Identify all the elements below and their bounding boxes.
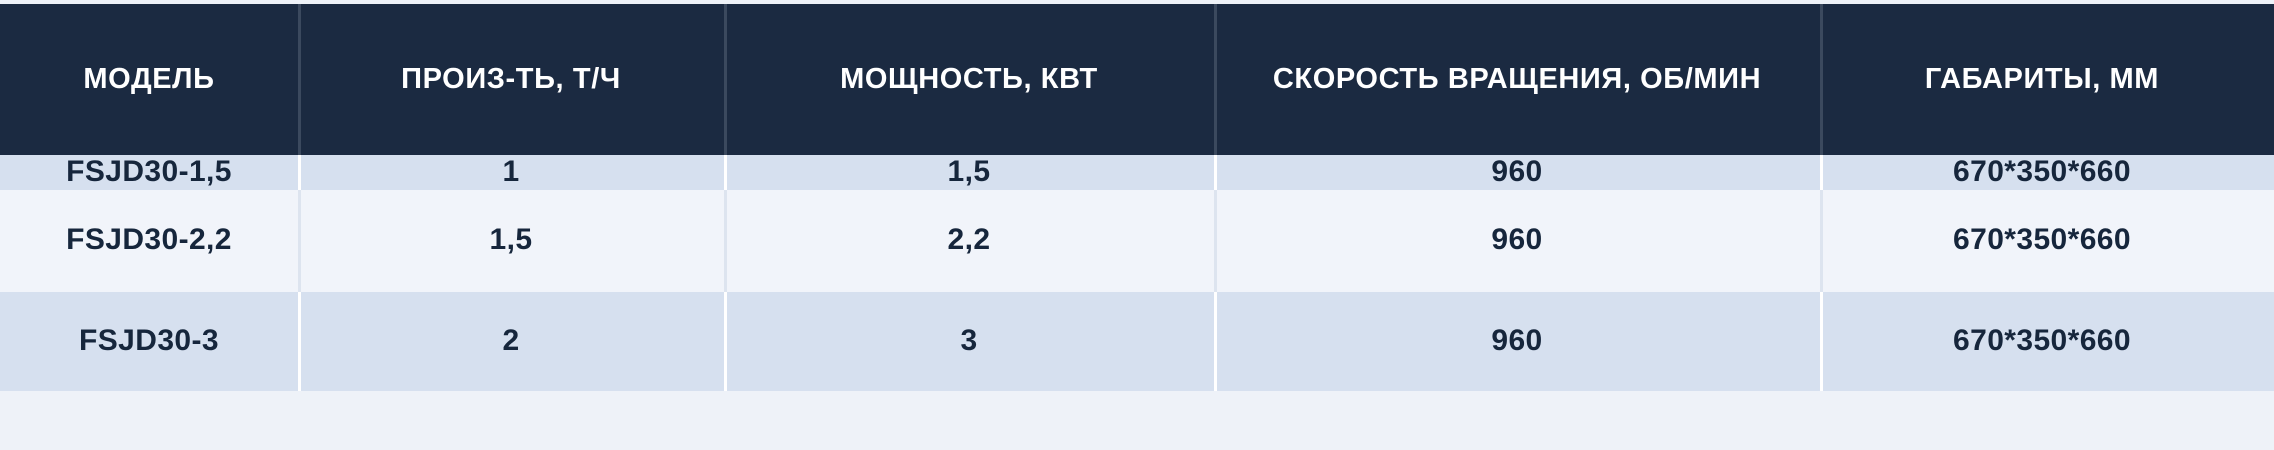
cell-size: 670*350*660 bbox=[1820, 189, 2264, 292]
cell-size-value: 670*350*660 bbox=[1953, 223, 2131, 257]
cell-speed: 960 bbox=[1214, 155, 1820, 190]
cell-model: FSJD30-3 bbox=[0, 292, 298, 391]
cell-capacity: 2 bbox=[298, 291, 724, 391]
cell-size: 670*350*660 bbox=[1820, 291, 2264, 391]
cell-model: FSJD30-1,5 bbox=[0, 155, 298, 190]
cell-speed-value: 960 bbox=[1491, 155, 1543, 188]
cell-model-value: FSJD30-3 bbox=[79, 323, 219, 357]
table-row: FSJD30-1,5 1 1,5 960 670*350*660 bbox=[0, 155, 2274, 190]
cell-speed: 960 bbox=[1214, 291, 1820, 391]
cell-model-value: FSJD30-1,5 bbox=[66, 155, 232, 188]
cell-power: 1,5 bbox=[724, 155, 1214, 190]
column-header-model: МОДЕЛЬ bbox=[0, 4, 298, 155]
cell-power-value: 1,5 bbox=[947, 155, 991, 188]
table-row: FSJD30-2,2 1,5 2,2 960 670*350*660 bbox=[0, 189, 2274, 292]
cell-speed: 960 bbox=[1214, 189, 1820, 292]
cell-size-value: 670*350*660 bbox=[1953, 155, 2131, 188]
column-header-capacity: ПРОИЗ-ТЬ, Т/Ч bbox=[298, 4, 724, 155]
cell-power-value: 2,2 bbox=[947, 223, 991, 257]
table-row: FSJD30-3 2 3 960 670*350*660 bbox=[0, 291, 2274, 391]
cell-speed-value: 960 bbox=[1491, 223, 1543, 257]
cell-capacity-value: 1 bbox=[502, 155, 520, 188]
cell-capacity: 1,5 bbox=[298, 189, 724, 292]
column-header-model-label: МОДЕЛЬ bbox=[83, 62, 215, 95]
cell-capacity-value: 1,5 bbox=[489, 223, 533, 257]
cell-capacity: 1 bbox=[298, 155, 724, 190]
cell-capacity-value: 2 bbox=[502, 323, 520, 357]
cell-power: 3 bbox=[724, 291, 1214, 391]
cell-speed-value: 960 bbox=[1491, 323, 1543, 357]
cell-model: FSJD30-2,2 bbox=[0, 190, 298, 292]
cell-power-value: 3 bbox=[960, 323, 978, 357]
column-header-power: МОЩНОСТЬ, КВТ bbox=[724, 4, 1214, 155]
column-header-speed-label: СКОРОСТЬ ВРАЩЕНИЯ, ОБ/МИН bbox=[1272, 62, 1762, 95]
column-header-power-label: МОЩНОСТЬ, КВТ bbox=[840, 62, 1098, 95]
column-header-size-label: ГАБАРИТЫ, ММ bbox=[1924, 62, 2160, 95]
column-header-speed: СКОРОСТЬ ВРАЩЕНИЯ, ОБ/МИН bbox=[1214, 4, 1820, 155]
cell-model-value: FSJD30-2,2 bbox=[66, 223, 232, 257]
cell-size-value: 670*350*660 bbox=[1953, 323, 2131, 357]
cell-power: 2,2 bbox=[724, 189, 1214, 292]
table-header-row: МОДЕЛЬ ПРОИЗ-ТЬ, Т/Ч МОЩНОСТЬ, КВТ СКОРО… bbox=[0, 4, 2274, 155]
column-header-size: ГАБАРИТЫ, ММ bbox=[1820, 4, 2264, 155]
column-header-capacity-label: ПРОИЗ-ТЬ, Т/Ч bbox=[401, 62, 621, 95]
cell-size: 670*350*660 bbox=[1820, 155, 2264, 190]
